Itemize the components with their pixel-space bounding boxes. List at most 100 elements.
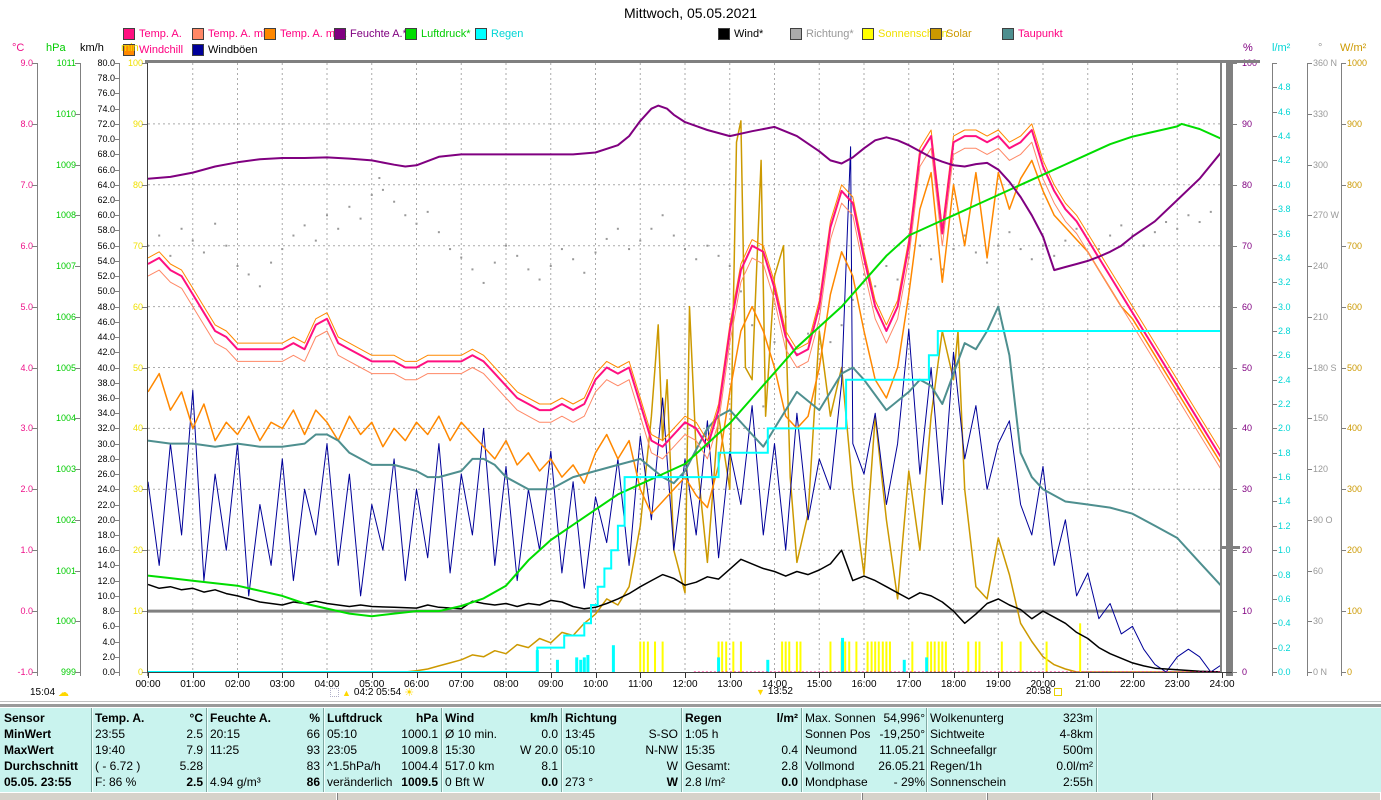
axis-tick	[1341, 306, 1346, 308]
axis-tick	[75, 621, 80, 623]
status-bar	[0, 792, 1381, 800]
axis-tick	[75, 266, 80, 267]
legend-label: Solar	[946, 28, 972, 40]
axis-tick	[1272, 647, 1277, 649]
axis-tick-label: -1.0	[17, 667, 33, 677]
x-tick-label: 00:00	[135, 679, 161, 690]
table-cell-row: veränderlich 1009.5	[327, 774, 438, 790]
axis-tick-label: 3.4	[1278, 252, 1291, 263]
axis-tick	[1272, 574, 1277, 576]
axis-unit-W/m²: W/m²	[1340, 42, 1367, 54]
axis-tick	[114, 93, 119, 95]
axis-tick	[1341, 184, 1346, 186]
axis-tick-label: 22.0	[97, 499, 115, 510]
cell-left: 2.8 l/m²	[685, 775, 726, 789]
legend-swatch	[192, 44, 204, 56]
table-column-header: Temp. A. °C	[95, 710, 203, 726]
axis-tick	[75, 672, 80, 673]
axis-tick	[114, 123, 119, 125]
axis-tick-label: 1004	[55, 413, 76, 424]
axis-tick-label: 360 N	[1313, 58, 1338, 68]
cell-left: 13:45	[565, 727, 596, 741]
x-tick	[729, 673, 731, 678]
axis-tick	[114, 321, 119, 323]
axis-line	[1232, 63, 1233, 676]
cell-value: 83	[306, 759, 320, 773]
axis-tick	[114, 550, 119, 552]
axis-tick	[75, 519, 80, 521]
cell-left: 23:05	[327, 743, 358, 757]
axis-tick	[114, 611, 119, 613]
axis-tick-label: 200	[1347, 545, 1363, 556]
column-unit: hPa	[415, 711, 438, 725]
x-tick	[237, 673, 239, 678]
axis-tick	[1272, 282, 1277, 284]
cell-left: ( - 6.72 )	[95, 759, 141, 773]
cell-value: 0.0	[541, 727, 558, 741]
cell-value: 0.4	[781, 743, 798, 757]
axis-tick-label: 3.2	[1278, 277, 1291, 288]
axis-tick-label: 40.0	[97, 362, 115, 373]
legend-item-feuchte-a-: Feuchte A.*	[334, 28, 407, 40]
axis-tick	[114, 397, 119, 399]
axis-tick-label: 54.0	[97, 255, 115, 266]
axis-tick	[1307, 570, 1312, 572]
axis-tick	[1272, 209, 1277, 211]
info-row: Wolkenunterg 323m	[930, 710, 1093, 726]
axis-tick	[114, 200, 119, 202]
axis-tick-label: 300	[1313, 159, 1329, 170]
axis-tick	[142, 63, 147, 64]
table-cell-row: 517.0 km 8.1	[445, 758, 558, 774]
axis-tick-label: 999	[60, 667, 76, 677]
x-tick-label: 14:00	[761, 679, 788, 690]
cell-value: 86	[306, 775, 320, 789]
axis-tick-label: 26.0	[97, 469, 115, 480]
axis-tick	[114, 337, 119, 339]
separator-bar	[0, 701, 1381, 709]
x-tick-label: 12:00	[672, 679, 698, 690]
info-row: Mondphase - 29%	[805, 774, 925, 790]
x-tick-label: 16:00	[851, 679, 877, 690]
info-row: Vollmond 26.05.21	[805, 758, 925, 774]
axis-tick-label: 240	[1313, 261, 1329, 271]
axis-tick	[142, 184, 147, 186]
info-value: 11.05.21	[879, 743, 925, 757]
axis-tick-label: 1007	[55, 261, 76, 271]
axis-tick-label: 120	[1313, 464, 1329, 474]
axis-tick	[114, 474, 119, 476]
axis-tick	[1341, 245, 1346, 247]
axis-tick	[32, 489, 37, 491]
x-tick-label: 20:00	[1030, 679, 1056, 690]
axis-tick	[142, 123, 147, 125]
sunrise-time: 04:2 05:54	[353, 687, 402, 698]
axis-tick	[75, 63, 80, 64]
legend-item-richtung-: Richtung*	[790, 28, 854, 40]
axis-tick	[142, 489, 147, 491]
axis-tick	[1272, 477, 1277, 479]
axis-tick-label: 46.0	[97, 316, 115, 327]
axis-tick	[114, 382, 119, 384]
table-row-label: MinWert	[4, 727, 52, 741]
column-unit: l/m²	[776, 711, 798, 725]
axis-tick-label: 68.0	[97, 149, 115, 160]
axis-tick-label: 1002	[55, 514, 76, 525]
cell-left: 05:10	[565, 743, 596, 757]
axis-tick	[32, 672, 37, 673]
axis-tick	[32, 367, 37, 369]
column-title: Temp. A.	[95, 711, 145, 725]
info-label: Vollmond	[805, 759, 855, 773]
axis-tick-label: 5.0	[20, 301, 33, 312]
axis-tick	[114, 656, 119, 658]
axis-tick-label: 0.0	[1278, 667, 1291, 677]
column-unit: %	[309, 711, 320, 725]
axis-tick-label: 7.0	[20, 179, 33, 190]
status-segment-4	[987, 793, 1153, 800]
axis-tick	[114, 519, 119, 521]
axis-tick	[1272, 404, 1277, 406]
table-column-header: Richtung	[565, 710, 678, 726]
axis-tick	[114, 443, 119, 445]
legend-swatch	[264, 28, 276, 40]
x-tick	[1222, 673, 1223, 678]
column-unit: km/h	[529, 711, 558, 725]
summary-table: Sensor MinWert MaxWert Durchschnitt 05.05. 2…	[0, 708, 1381, 792]
